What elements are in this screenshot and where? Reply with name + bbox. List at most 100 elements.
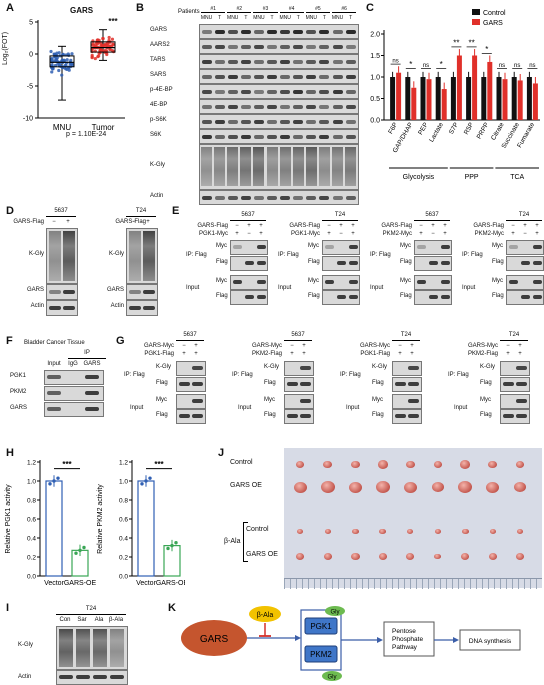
panel-f-blot: [44, 370, 104, 385]
panel-h-point: [82, 545, 86, 550]
panel-g-sign: +: [302, 343, 306, 349]
panel-g-blot: [500, 377, 530, 392]
panel-g-flag-label: Flag: [156, 380, 168, 386]
panel-i-blots: T24 Con Sar Ala β-Ala K-Gly Actin: [14, 606, 129, 685]
panel-g-input-label: Input: [454, 405, 468, 411]
panel-b-band: [345, 59, 356, 64]
panel-f-blots: IP Input IgG GARS PGK1 PKM2 GARS: [6, 346, 116, 417]
panel-e-myc-label: Myc: [492, 278, 503, 284]
panel-a-xtick-label: Tumor: [92, 123, 115, 132]
panel-b-band: [319, 195, 330, 200]
panel-j-photo-background: [284, 448, 542, 588]
panel-a-ylabel: Log₂(FOT): [2, 31, 9, 65]
panel-k-pgk1-label: PGK1: [310, 622, 332, 631]
panel-e-row1-label: GARS-Flag: [197, 223, 228, 229]
panel-g-blot: [392, 409, 422, 424]
panel-b-blot-tars: [199, 54, 359, 69]
panel-b-band: [306, 134, 317, 139]
panel-e-cell-line: T24: [334, 212, 346, 218]
panel-i-cell-line: T24: [85, 606, 97, 612]
panel-j-tumor: [458, 481, 472, 493]
panel-g-blot: [176, 394, 206, 409]
panel-i-band: [76, 675, 90, 679]
panel-i-lane-label: Con: [59, 617, 71, 623]
panel-i-smear: [93, 629, 107, 667]
panel-c-chart: 2.01.51.00.50.0ControlGARSnsF6P*GAP/DHAP…: [370, 9, 540, 181]
panel-e-sign: +: [327, 231, 331, 237]
panel-j-tumor: [488, 460, 497, 469]
panel-h-point: [170, 543, 174, 548]
panel-e-input-label: Input: [462, 285, 476, 291]
panel-b-band: [227, 104, 238, 109]
panel-g-input-label: Input: [346, 405, 360, 411]
panel-b-band: [293, 104, 304, 109]
panel-j-tumor: [516, 553, 524, 560]
panel-e-cell-bar: [230, 220, 266, 221]
panel-j-beta-bracket: [243, 522, 248, 562]
panel-b-band: [332, 44, 343, 49]
panel-b-smear: [292, 147, 304, 186]
panel-c-sig: ns: [514, 63, 520, 69]
panel-b-band: [345, 134, 356, 139]
panel-g-sign: +: [182, 351, 186, 357]
panel-b-smear: [201, 147, 212, 186]
panel-c-legend-control-swatch: [472, 9, 480, 15]
panel-b-smear: [253, 147, 265, 186]
panel-a-point: [57, 68, 61, 73]
panel-e-flag-label: Flag: [492, 259, 504, 265]
panel-e-row1-label: GARS-Flag: [289, 223, 320, 229]
panel-a-box: [90, 41, 116, 53]
panel-e-band: [245, 261, 254, 265]
panel-c-bar-gars: [396, 72, 402, 120]
panel-g-ip-label: IP: Flag: [232, 372, 253, 378]
panel-e-ip-label: IP: Flag: [370, 252, 391, 258]
panel-h-ytick-label: 1.2: [27, 460, 36, 467]
panel-h-ytick-label: 1.0: [27, 479, 36, 486]
panel-g-kgly-label: K-Gly: [372, 364, 387, 370]
panel-e-band: [509, 280, 518, 284]
panel-label-b: B: [136, 2, 144, 14]
panel-b-band: [227, 89, 238, 94]
panel-e-sign: +: [259, 223, 263, 229]
panel-e-row1-label: GARS-Flag: [381, 223, 412, 229]
panel-k-dna-label: DNA synthesis: [469, 638, 512, 645]
panel-e-sign: +: [247, 223, 251, 229]
panel-b-band: [201, 195, 212, 200]
panel-c-bar-gars: [441, 89, 447, 120]
panel-d-band: [143, 306, 155, 310]
panel-a-point: [56, 62, 60, 66]
panel-b-patient-id: #5: [315, 6, 321, 12]
panel-k-ppp-box: [383, 621, 435, 657]
panel-j-tumor: [434, 553, 441, 560]
panel-b-band: [332, 119, 343, 124]
panel-e-band: [429, 261, 438, 265]
panel-g-blot: [176, 377, 206, 392]
panel-d-blot: [46, 284, 78, 300]
panel-e-band: [441, 295, 450, 299]
panel-a-ytick-label: 5: [29, 20, 33, 27]
panel-b-band: [345, 44, 356, 49]
panel-c-bar-gars: [517, 80, 523, 120]
panel-j-tumor: [348, 481, 362, 493]
panel-c-group-label: PPP: [465, 174, 479, 181]
panel-f-band: [47, 375, 61, 379]
panel-a-point: [111, 43, 115, 47]
panel-b-band: [293, 59, 304, 64]
panel-c-sig: **: [453, 38, 459, 47]
panel-k-beta-ala-ellipse: [249, 606, 281, 622]
panel-b-lane-t: T: [270, 15, 274, 21]
panel-e-flag-label: Flag: [216, 293, 228, 299]
panel-h-bar: [137, 480, 155, 577]
panel-b-blot-p-4e-bp: [199, 84, 359, 99]
panel-e-sign: +: [535, 223, 539, 229]
panel-k-gly-top-label: Gly: [331, 610, 340, 616]
panel-f-band: [85, 391, 99, 395]
panel-label-h: H: [6, 447, 14, 459]
panel-e-cell-bar: [506, 220, 542, 221]
panel-b-band: [280, 134, 291, 139]
panel-g-cell-bar: [284, 340, 312, 341]
panel-a-ytick-label: -5: [27, 84, 33, 91]
panel-j-tumor: [297, 529, 303, 535]
panel-d-band: [49, 306, 61, 310]
panel-h-charts: Relative PGK1 activity 1.2 1.0 0.8 0.6 0.4 0.2…: [5, 460, 185, 588]
